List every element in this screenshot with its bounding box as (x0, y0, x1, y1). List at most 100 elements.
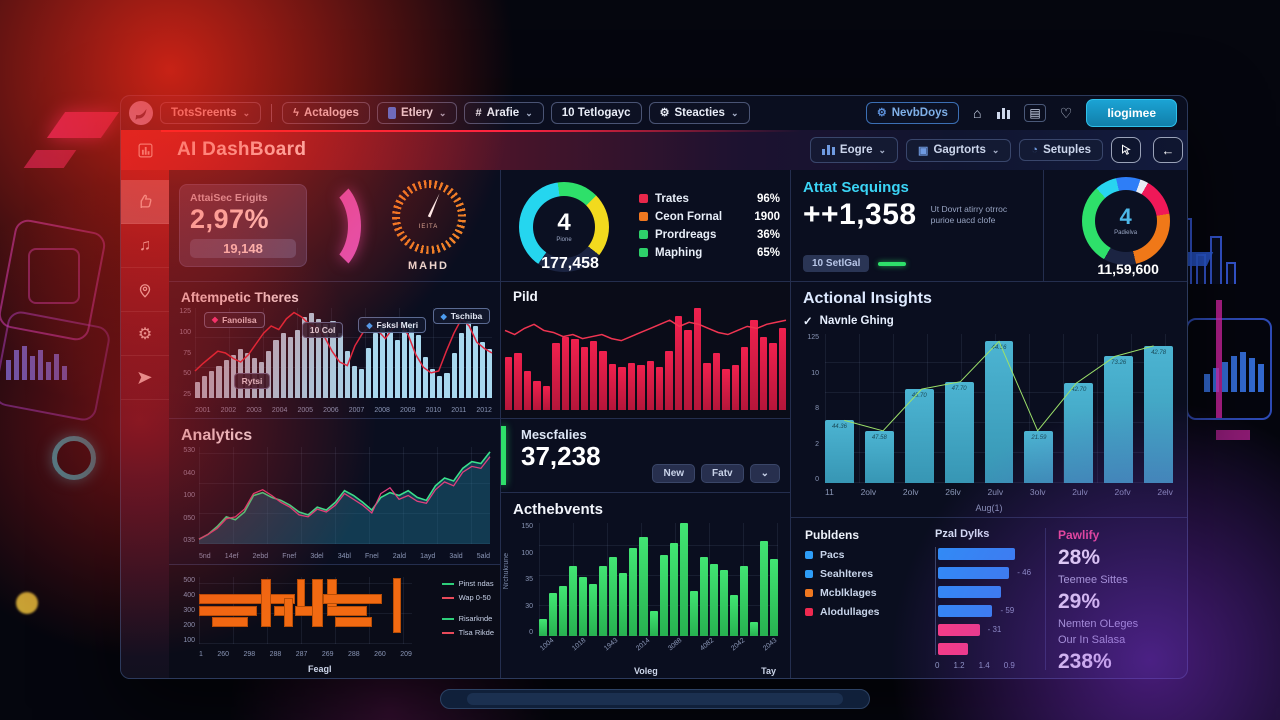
sidebar-item-dashboard[interactable] (121, 142, 169, 159)
mesc-button-fatv[interactable]: Fatv (701, 464, 744, 483)
x-tick: 2004 (271, 407, 288, 414)
insights-chart[interactable]: 44.36 47.58 45.70 47.70 44.16 21.59 42.70 73.26… (825, 334, 1174, 483)
gauge-label: MAHD (408, 259, 449, 272)
orange-block (296, 579, 306, 610)
x-tick: 2006 (323, 407, 339, 414)
hbar[interactable] (938, 566, 1010, 579)
nav-menu-steacties[interactable]: ⚙ Steacties ⌄ (648, 102, 750, 124)
hbar[interactable] (938, 604, 993, 617)
header-buttons: Eogre ⌄ ▣ Gagrtorts ⌄ ◔ Setuples (809, 137, 1103, 163)
hbar-title: Pzal Dylks (935, 528, 990, 540)
legend-item[interactable]: Prordreags 36% (639, 229, 780, 241)
x-tick: 2ulv (1072, 487, 1088, 497)
legend-swatch (441, 631, 454, 634)
hash-icon: # (475, 106, 482, 119)
y-tick: 8 (815, 405, 819, 412)
hbar[interactable] (938, 585, 1002, 598)
legend-item[interactable]: Ceon Fornal 1900 (639, 211, 780, 223)
y-tick: 2 (815, 440, 819, 448)
hbar[interactable] (938, 623, 980, 636)
pild-chart[interactable] (505, 308, 786, 410)
hbar-row (938, 547, 1037, 560)
y-axis: 150 100 35 30 0 (513, 523, 533, 636)
document-icon[interactable]: ▤ (1024, 104, 1046, 122)
nav-menu-actaloges[interactable]: ϟ Actaloges (282, 102, 370, 124)
neon-decoration (46, 112, 120, 138)
theres-chart[interactable]: ◆ Fanoilsa 10 Col ◆ Fsksl Meri ◆ Tschiba Rytsi (195, 308, 492, 398)
pild-bar (684, 330, 692, 410)
filter-chip[interactable]: 10 SetlGal (803, 255, 870, 272)
heart-icon[interactable]: ♡ (1059, 105, 1073, 121)
nav-menu-10-tetlogayc[interactable]: 10 Tetlogayc (550, 102, 642, 124)
card-subtitle[interactable]: Navnle Ghing (819, 315, 894, 327)
chart-tooltip-rytsi[interactable]: Rytsi (233, 372, 271, 389)
bar-value-label: 44.36 (831, 424, 847, 431)
legend-item[interactable]: Alodullages (805, 606, 923, 618)
sidebar-item-gear[interactable]: ⚙ (121, 312, 169, 356)
legend-swatch (805, 570, 813, 578)
legend-item[interactable]: Seahlteres (805, 568, 923, 580)
back-button[interactable]: ← (1153, 137, 1183, 163)
sidebar-item-music[interactable]: ♫ (121, 224, 169, 268)
sidebar-item-like[interactable] (121, 180, 169, 224)
header-button-setuples[interactable]: ◔ Setuples (1019, 139, 1103, 161)
scrollbar-thumb[interactable] (467, 693, 843, 705)
bottom-scrollbar[interactable] (440, 689, 870, 709)
y-tick: 500 (183, 577, 195, 584)
stats-title: Pawlify (1058, 528, 1100, 542)
legend-label: Wap 0-50 (458, 593, 491, 602)
legend-label: Trates (655, 192, 689, 205)
x-tick: 3olv (1029, 487, 1046, 497)
legend-label: Mcblklages (820, 587, 877, 599)
card-title: Attat Sequings (803, 179, 909, 196)
pild-bar (608, 364, 617, 410)
chart-tooltip-tschiba[interactable]: ◆ Tschiba (432, 308, 491, 324)
pild-bar (665, 350, 673, 410)
top-navbar: TotsSreents ⌄ ϟ Actaloges Etlery ⌄ # Arafie ⌄ 10 … (121, 96, 1187, 130)
nav-menu-totssreents[interactable]: TotsSreents ⌄ (160, 102, 262, 124)
nav-menu-etlery[interactable]: Etlery ⌄ (376, 102, 458, 124)
cursor-button[interactable] (1111, 137, 1141, 163)
legend-item[interactable]: Pacs (805, 549, 923, 561)
legend-item[interactable]: Trates 96% (639, 193, 780, 205)
gear-icon: ⚙ (659, 106, 670, 119)
hbar[interactable] (938, 642, 968, 655)
header-button-eogre[interactable]: Eogre ⌄ (809, 137, 899, 163)
hbar[interactable] (938, 547, 1016, 560)
events-chart[interactable] (539, 523, 779, 636)
login-button[interactable]: Iiogimee (1086, 99, 1177, 127)
x-tick: 1004 (539, 636, 556, 653)
stat-value: 238% (1058, 650, 1112, 674)
orange-chart[interactable] (199, 577, 412, 644)
hbar-chart[interactable]: - 46 - 59 - 31 (935, 547, 1037, 655)
x-tick: 209 (400, 651, 412, 658)
chart-tooltip-fsksl-meri[interactable]: ◆ Fsksl Meri (358, 317, 427, 333)
home-icon[interactable]: ⌂ (972, 105, 982, 121)
sidebar-item-send[interactable] (121, 356, 169, 400)
mescfalies-card: Mescfalies 37,238 New Fatv ⌄ (501, 419, 790, 493)
events-bar (569, 565, 578, 636)
chart-tooltip-10-col[interactable]: 10 Col (301, 322, 344, 339)
legend-item[interactable]: Maphing 65% (639, 247, 780, 259)
nav-menu-arafie[interactable]: # Arafie ⌄ (464, 102, 544, 124)
donut-gauge-2[interactable]: 4 Padielva (1081, 177, 1170, 265)
mesc-button-⌄[interactable]: ⌄ (749, 464, 780, 483)
bar-chart-icon[interactable] (995, 104, 1012, 123)
y-tick: 50 (183, 370, 191, 378)
events-bar (679, 523, 688, 636)
events-bar (659, 554, 668, 636)
y-axis-title: Nrchukrune (503, 553, 510, 590)
app-logo[interactable] (129, 101, 153, 125)
legend-item[interactable]: Mcblklages (805, 587, 923, 599)
chart-tooltip-fanoilsa[interactable]: ◆ Fanoilsa (203, 311, 265, 328)
sidebar-item-pin[interactable] (121, 268, 169, 312)
events-bar (749, 622, 759, 636)
analytics-chart[interactable] (199, 447, 490, 544)
x-tick: 1 (199, 651, 203, 658)
header-button-gagrtorts[interactable]: ▣ Gagrtorts ⌄ (906, 138, 1012, 162)
donut-legend: Trates 96% Ceon Fornal 1900 Prordreags 36% Map… (639, 193, 780, 259)
nevbdoys-button[interactable]: ⚙ NevbDoys (865, 102, 959, 124)
mesc-button-new[interactable]: New (652, 464, 696, 483)
legend-swatch (639, 230, 648, 239)
bolt-icon: ϟ (293, 106, 299, 119)
